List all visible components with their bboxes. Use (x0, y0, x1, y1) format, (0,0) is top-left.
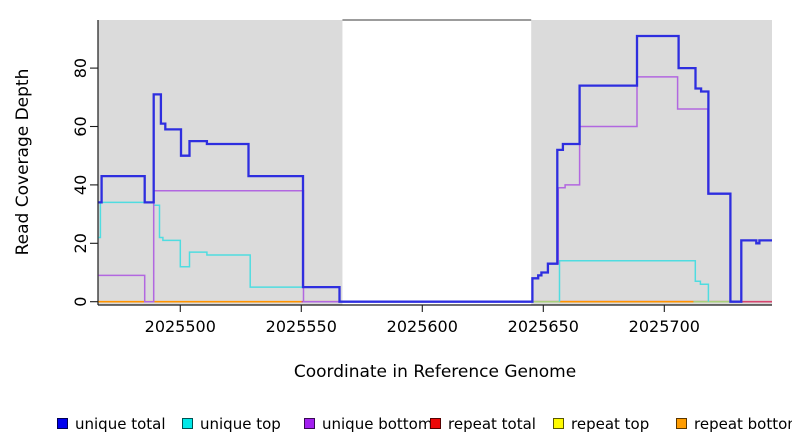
shaded-region (98, 20, 343, 305)
legend-label: repeat top (571, 414, 650, 432)
legend-label: unique total (75, 414, 166, 432)
legend-swatch-icon (304, 418, 315, 429)
y-axis-title: Read Coverage Depth (13, 69, 33, 256)
legend-swatch-icon (57, 418, 68, 429)
y-tick-label: 20 (71, 233, 90, 253)
legend-item-repeat-total: repeat total (430, 415, 536, 432)
shaded-region (531, 20, 772, 305)
legend-label: unique bottom (322, 414, 433, 432)
x-tick-label: 2025500 (145, 317, 216, 336)
legend-swatch-icon (676, 418, 687, 429)
legend-item-repeat-bottom: repeat bottom (676, 415, 792, 432)
legend-item-repeat-top: repeat top (553, 415, 649, 432)
chart-legend: unique total unique top unique bottom repea… (0, 415, 792, 432)
legend-item-unique-top: unique top (182, 415, 281, 432)
legend-item-unique-bottom: unique bottom (304, 415, 432, 432)
series-unique-top (558, 260, 710, 302)
plot-layers: 2025500 2025550 2025600 2025650 2025700 0 20 40… (71, 19, 772, 336)
x-tick-label: 2025650 (508, 317, 579, 336)
y-tick-label: 80 (71, 58, 90, 78)
legend-label: repeat total (448, 414, 536, 432)
x-axis-title: Coordinate in Reference Genome (294, 362, 576, 382)
series-unique-total (98, 34, 772, 303)
legend-label: repeat bottom (694, 414, 792, 432)
legend-swatch-icon (553, 418, 564, 429)
x-tick-label: 2025550 (266, 317, 337, 336)
x-tick-label: 2025600 (387, 317, 458, 336)
x-tick-label: 2025700 (629, 317, 700, 336)
legend-label: unique top (200, 414, 281, 432)
legend-item-unique-total: unique total (57, 415, 166, 432)
legend-swatch-icon (182, 418, 193, 429)
y-tick-label: 60 (71, 116, 90, 136)
y-tick-label: 40 (71, 175, 90, 195)
y-tick-label: 0 (71, 297, 90, 307)
legend-swatch-icon (430, 418, 441, 429)
